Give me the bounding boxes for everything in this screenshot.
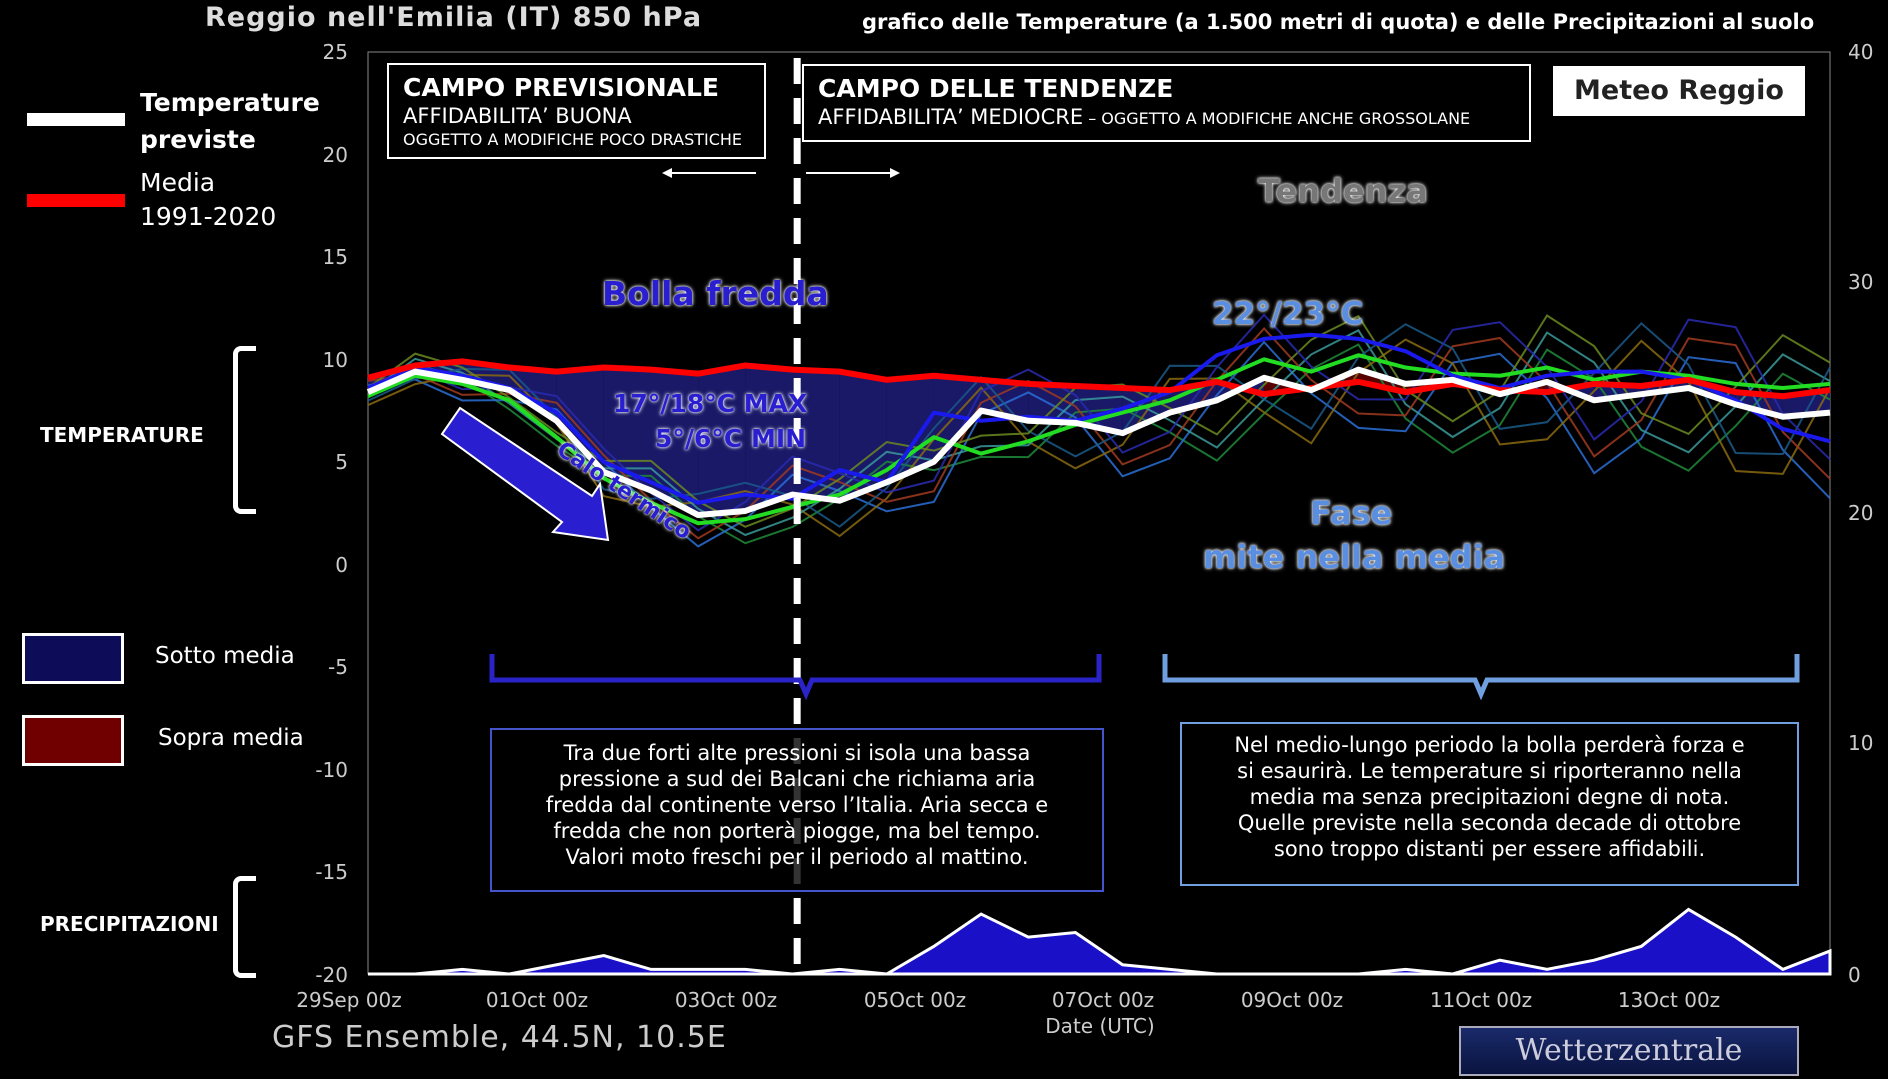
right-note-line: si esaurirà. Le temperature si riportera… xyxy=(1237,759,1742,783)
y2-tick-label: 20 xyxy=(1848,501,1874,525)
max-temp-label: 17°/18°C MAX xyxy=(613,389,808,418)
forecast-panel: CAMPO PREVISIONALE AFFIDABILITA’ BUONA O… xyxy=(387,63,766,159)
below-average-fill xyxy=(556,367,604,473)
forecast-panel-line2: OGGETTO A MODIFICHE POCO DRASTICHE xyxy=(403,130,743,149)
x-tick-label: 13Oct 00z xyxy=(1617,988,1721,1012)
right-brace xyxy=(1162,654,1800,701)
forecast-line xyxy=(366,366,1831,519)
legend-forecast-label: Temperature previste xyxy=(140,88,320,154)
ensemble-member-line xyxy=(367,321,1831,528)
ensemble-green-line xyxy=(367,353,1831,526)
average-line xyxy=(367,358,1831,400)
left-note-line: Valori moto freschi per il periodo al ma… xyxy=(565,845,1029,869)
bolla-fredda-label: Bolla fredda xyxy=(602,274,829,313)
right-note: Nel medio-lungo periodo la bolla perderà… xyxy=(1180,722,1799,886)
x-tick-label: 29Sep 00z xyxy=(296,988,402,1012)
trend-panel-title: CAMPO DELLE TENDENZE xyxy=(818,74,1174,103)
trend-panel-line1b: – OGGETTO A MODIFICHE ANCHE GROSSOLANE xyxy=(1083,109,1471,128)
trend-panel-line1: AFFIDABILITA’ MEDIOCRE xyxy=(818,105,1084,129)
y2-tick-label: 40 xyxy=(1848,40,1874,64)
below-average-fill xyxy=(745,365,793,511)
mite-label: mite nella media xyxy=(1203,538,1506,576)
temperature-bracket xyxy=(233,346,256,514)
right-note-line: sono troppo distanti per essere affidabi… xyxy=(1273,837,1706,861)
left-note-line: fredda dal continente verso l’Italia. Ar… xyxy=(545,793,1049,817)
below-average-fill xyxy=(698,365,746,516)
y-tick-label: -5 xyxy=(328,655,348,679)
legend-above-label: Sopra media xyxy=(158,725,304,751)
below-average-fill xyxy=(886,375,934,483)
legend-forecast-swatch xyxy=(27,113,125,126)
tendenza-label: Tendenza xyxy=(1258,172,1428,210)
y-tick-label: 20 xyxy=(322,143,348,167)
ensemble-member-line xyxy=(367,329,1831,537)
y-tick-label: 10 xyxy=(322,348,348,372)
precipitation-bracket xyxy=(233,876,256,978)
left-note: Tra due forti alte pressioni si isola un… xyxy=(490,728,1104,892)
x-tick-label: 05Oct 00z xyxy=(863,988,967,1012)
wetterzentrale-logo: Wetterzentrale xyxy=(1459,1026,1799,1076)
legend-above-swatch xyxy=(22,715,124,766)
y-tick-label: 15 xyxy=(322,245,348,269)
chart-title: Reggio nell'Emilia (IT) 850 hPa xyxy=(205,2,703,33)
x-tick-label: 07Oct 00z xyxy=(1051,988,1155,1012)
fase-label: Fase xyxy=(1310,494,1393,532)
legend-below-swatch xyxy=(22,633,124,684)
right-note-line: media ma senza precipitazioni degne di n… xyxy=(1249,785,1730,809)
x-axis-label: Date (UTC) xyxy=(1045,1014,1155,1038)
calo-termico-arrow xyxy=(440,406,610,542)
y-tick-label: 25 xyxy=(322,40,348,64)
legend-below-label: Sotto media xyxy=(155,643,295,669)
left-note-line: Tra due forti alte pressioni si isola un… xyxy=(563,741,1031,765)
chart-subtitle: grafico delle Temperature (a 1.500 metri… xyxy=(862,10,1815,34)
y-tick-label: -15 xyxy=(315,860,348,884)
y-tick-label: -20 xyxy=(315,963,348,987)
left-brace xyxy=(489,654,1102,701)
left-note-line: pressione a sud dei Balcani che richiama… xyxy=(558,767,1036,791)
min-temp-label: 5°/6°C MIN xyxy=(655,424,807,453)
y2-tick-label: 0 xyxy=(1848,963,1861,987)
ensemble-member-line xyxy=(367,313,1831,532)
meteo-reggio-logo: Meteo Reggio xyxy=(1553,66,1805,116)
y-tick-label: -10 xyxy=(315,758,348,782)
peak-temp-label: 22°/23°C xyxy=(1212,296,1364,332)
legend-average-label-1: Media xyxy=(140,168,216,197)
arrow-right-head xyxy=(890,168,900,178)
right-note-line: Quelle previste nella seconda decade di … xyxy=(1237,811,1742,835)
source-footer: GFS Ensemble, 44.5N, 10.5E xyxy=(272,1020,727,1055)
y-tick-label: 5 xyxy=(335,450,348,474)
arrow-left-head xyxy=(662,168,672,178)
forecast-panel-line1: AFFIDABILITA’ BUONA xyxy=(403,104,632,128)
trend-panel: CAMPO DELLE TENDENZE AFFIDABILITA’ MEDIO… xyxy=(802,64,1531,142)
below-average-fill xyxy=(1028,383,1076,423)
legend-average-label-2: 1991-2020 xyxy=(140,202,277,231)
y-tick-label: 0 xyxy=(335,553,348,577)
ensemble-blue-line xyxy=(367,332,1831,505)
x-tick-label: 01Oct 00z xyxy=(485,988,589,1012)
ensemble-member-line xyxy=(367,340,1831,548)
y2-tick-label: 30 xyxy=(1848,270,1874,294)
x-tick-label: 03Oct 00z xyxy=(674,988,778,1012)
forecast-panel-title: CAMPO PREVISIONALE xyxy=(403,73,719,102)
ensemble-member-line xyxy=(367,326,1831,540)
precipitation-area xyxy=(368,907,1832,976)
below-average-fill xyxy=(839,371,887,501)
x-tick-label: 09Oct 00z xyxy=(1240,988,1344,1012)
precipitation-side-label: PRECIPITAZIONI xyxy=(40,912,219,936)
right-note-line: Nel medio-lungo periodo la bolla perderà… xyxy=(1234,733,1745,757)
x-tick-label: 11Oct 00z xyxy=(1429,988,1533,1012)
left-note-line: fredda che non porterà piogge, ma bel te… xyxy=(553,819,1041,843)
y2-tick-label: 10 xyxy=(1848,731,1874,755)
legend-average-swatch xyxy=(27,194,125,207)
temperature-side-label: TEMPERATURE xyxy=(40,423,204,447)
